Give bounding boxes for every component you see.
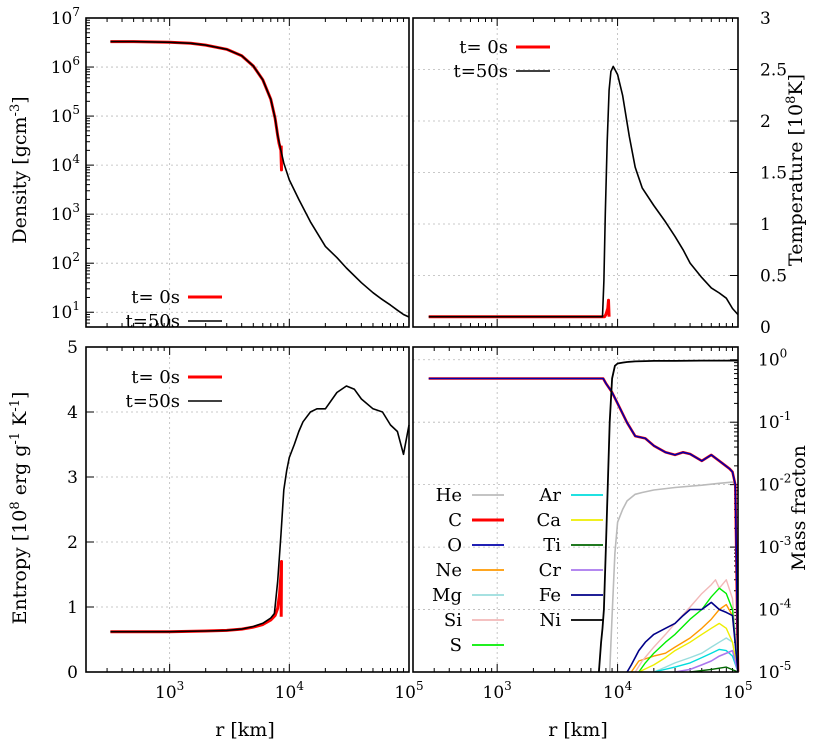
y-tick-label: 103: [51, 201, 80, 225]
y-tick-label: 107: [51, 5, 80, 29]
entropy-axis-label: Entropy [108 erg g-1 K-1]: [8, 392, 31, 625]
legend-label: Ni: [539, 610, 561, 631]
panel-temperature: 0 0.5 1 1.5 2 2.5 3 t= 0s t=50s: [412, 9, 787, 338]
y-tick-label: 10-4: [758, 597, 792, 621]
panel-density: 101 102 103 104 105 106 107 t= 0s t=50s: [51, 5, 410, 332]
x-tick-label: 104: [603, 679, 633, 703]
y-tick-label: 1: [67, 598, 78, 618]
x-tick-label: 104: [275, 679, 305, 703]
series-line-s: [638, 587, 739, 673]
y-tick-label: 2: [760, 112, 771, 132]
panel-entropy: 0 1 2 3 4 5 103 104 105 t= 0s t=50s: [67, 338, 423, 703]
series-line-t-0s: [110, 560, 283, 634]
series-line-ti: [690, 666, 739, 673]
y-tick-label: 3: [67, 468, 78, 488]
legend-label: t= 0s: [131, 367, 180, 388]
x-axis-label-right: r [km]: [548, 719, 607, 741]
legend-label: t=50s: [454, 61, 508, 82]
legend-label: O: [447, 535, 462, 556]
temperature-axis-label: Temperature [108K]: [784, 74, 807, 266]
y-tick-label: 0: [760, 318, 771, 338]
y-tick-label: 3: [760, 9, 771, 29]
density-axis-label: Density [gcm-3]: [8, 96, 31, 243]
y-tick-label: 104: [51, 152, 81, 176]
series-line-o: [428, 377, 739, 673]
series-line-cr: [674, 649, 739, 673]
y-tick-label: 10-2: [758, 472, 791, 496]
legend-label: Ca: [536, 510, 561, 531]
legend-label: Mg: [432, 585, 462, 606]
series-line-t-50s: [110, 40, 410, 318]
y-tick-label: 10-3: [758, 534, 791, 558]
legend-label: t=50s: [126, 311, 180, 332]
series-line-he: [608, 481, 739, 673]
legend-label: t= 0s: [459, 37, 508, 58]
y-tick-label: 1: [760, 215, 771, 235]
y-tick-label: 101: [51, 299, 80, 323]
x-tick-label: 103: [155, 679, 184, 703]
x-tick-label: 103: [483, 679, 512, 703]
legend-label: S: [450, 635, 462, 656]
plot-frame: [85, 17, 410, 328]
series-line-t-0s: [428, 298, 611, 319]
legend-label: Ti: [543, 535, 561, 556]
mass-fraction-axis-label: Mass fracton: [788, 445, 810, 571]
legend-label: Fe: [539, 585, 561, 606]
series-line-ca: [638, 622, 739, 673]
plot-frame: [412, 346, 739, 673]
y-tick-label: 102: [51, 250, 80, 274]
y-tick-label: 106: [51, 54, 80, 78]
series-line-t-50s: [110, 385, 410, 633]
y-tick-label: 2.5: [760, 61, 787, 81]
series-line-t-50s: [428, 65, 739, 318]
series-line-si: [634, 579, 739, 673]
series-line-mg: [653, 637, 739, 673]
y-tick-label: 10-1: [758, 409, 791, 433]
series-line-ar: [653, 648, 739, 673]
series-line-fe: [626, 601, 739, 673]
legend-label: t= 0s: [131, 287, 180, 308]
plot-frame: [85, 346, 410, 673]
y-tick-label: 0: [67, 663, 78, 683]
y-tick-label: 10-5: [758, 659, 791, 683]
y-tick-label: 100: [758, 347, 787, 371]
legend-label: C: [448, 510, 462, 531]
legend-label: Cr: [539, 560, 562, 581]
x-tick-label: 105: [723, 679, 752, 703]
y-tick-label: 2: [67, 533, 78, 553]
panel-mass-fraction: 10-5 10-4 10-3 10-2 10-1 100 103 104 105 He CO Ne Mg…: [412, 346, 792, 703]
series-line-ni: [598, 359, 738, 673]
y-tick-label: 0.5: [760, 267, 787, 287]
y-tick-label: 5: [67, 338, 78, 358]
plot-frame: [412, 17, 739, 328]
legend-label: Si: [444, 610, 462, 631]
series-line-t-0s: [110, 40, 283, 172]
legend-label: He: [436, 485, 462, 506]
x-tick-label: 105: [394, 679, 423, 703]
x-axis-label-left: r [km]: [215, 719, 274, 741]
y-tick-label: 105: [51, 103, 80, 127]
y-tick-label: 1.5: [760, 164, 787, 184]
y-tick-label: 4: [67, 403, 78, 423]
legend-label: Ar: [538, 485, 561, 506]
legend-label: t=50s: [126, 391, 180, 412]
legend-label: Ne: [436, 560, 462, 581]
